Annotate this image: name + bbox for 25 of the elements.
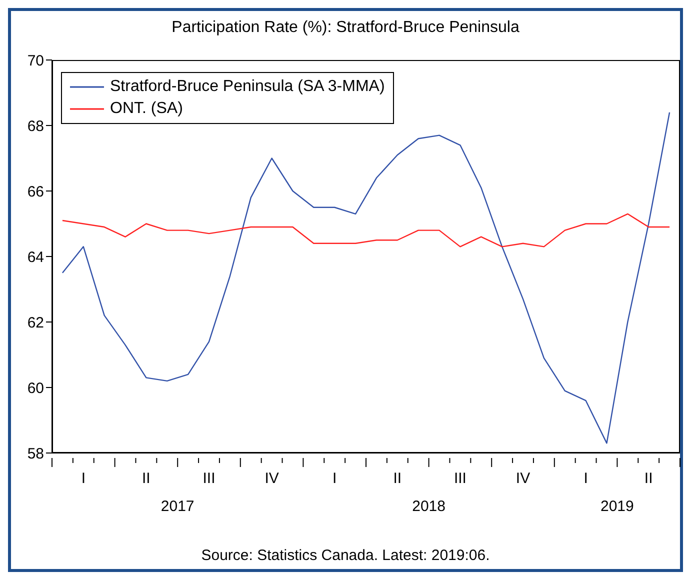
x-tick-label: IV <box>264 470 279 487</box>
x-tick-label: I <box>332 470 337 487</box>
y-tick-label: 68 <box>27 118 44 135</box>
text: 2017 <box>160 498 196 515</box>
chart-title: Participation Rate (%): Stratford-Bruce Peninsula <box>170 19 520 37</box>
x-tick-label: III <box>454 470 466 487</box>
x-tick-label: I <box>584 470 588 487</box>
x-tick-label: I <box>81 470 86 487</box>
x-tick-label: II <box>644 470 653 487</box>
line-series <box>62 213 670 248</box>
y-tick-label: 64 <box>27 248 44 266</box>
legend-label: ONT. (SA) <box>110 99 183 119</box>
x-tick-label: IV <box>516 470 530 487</box>
y-tick-label: 60 <box>27 380 44 397</box>
y-tick-label: 70 <box>27 52 44 70</box>
x-tick-label: II <box>142 470 150 487</box>
x-tick-label: II <box>393 470 402 487</box>
text: 2018 <box>411 498 446 515</box>
y-tick-label: 58 <box>27 445 44 462</box>
y-tick-label: 62 <box>27 314 44 332</box>
text: 2019 <box>600 498 635 515</box>
legend-label: Stratford-Bruce Peninsula (SA 3-MMA) <box>110 77 385 97</box>
source-note: Source: Statistics Canada. Latest: 2019:06. <box>200 547 491 564</box>
y-tick-label: 66 <box>27 183 44 200</box>
x-tick-label: III <box>202 470 216 487</box>
